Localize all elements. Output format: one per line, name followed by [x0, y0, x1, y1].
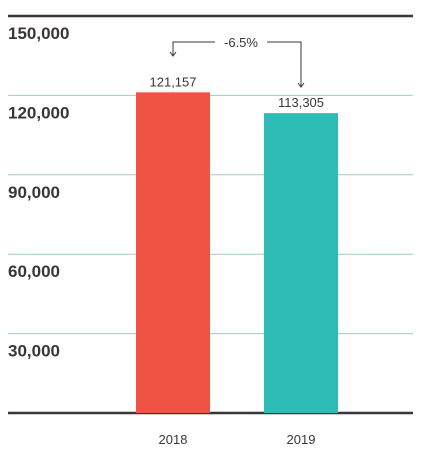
y-axis-ticks: 30,000 60,000 90,000 120,000 150,000 [8, 24, 69, 361]
data-label-2019: 113,305 [278, 95, 324, 110]
bar-2019 [264, 113, 338, 413]
gridlines [8, 14, 413, 415]
y-tick-label: 120,000 [8, 103, 69, 122]
y-tick-label: 60,000 [8, 262, 60, 281]
data-labels: 121,157 113,305 [150, 74, 325, 110]
bar-2018 [136, 92, 210, 414]
x-tick-label-2018: 2018 [159, 432, 188, 447]
annotation-bracket-right [267, 41, 302, 86]
y-tick-label: 90,000 [8, 183, 60, 202]
data-label-2018: 121,157 [150, 74, 197, 89]
y-tick-label: 30,000 [8, 342, 60, 361]
annotation-arrowhead-left [169, 51, 177, 57]
annotation-change-label: -6.5% [224, 35, 258, 50]
annotation-bracket-left [172, 41, 215, 55]
x-axis-ticks: 2018 2019 [159, 432, 316, 447]
annotation-arrowhead-right [297, 82, 305, 88]
change-annotation: -6.5% [169, 35, 305, 88]
y-tick-label: 150,000 [8, 24, 69, 43]
bars [136, 92, 338, 414]
x-tick-label-2019: 2019 [287, 432, 316, 447]
